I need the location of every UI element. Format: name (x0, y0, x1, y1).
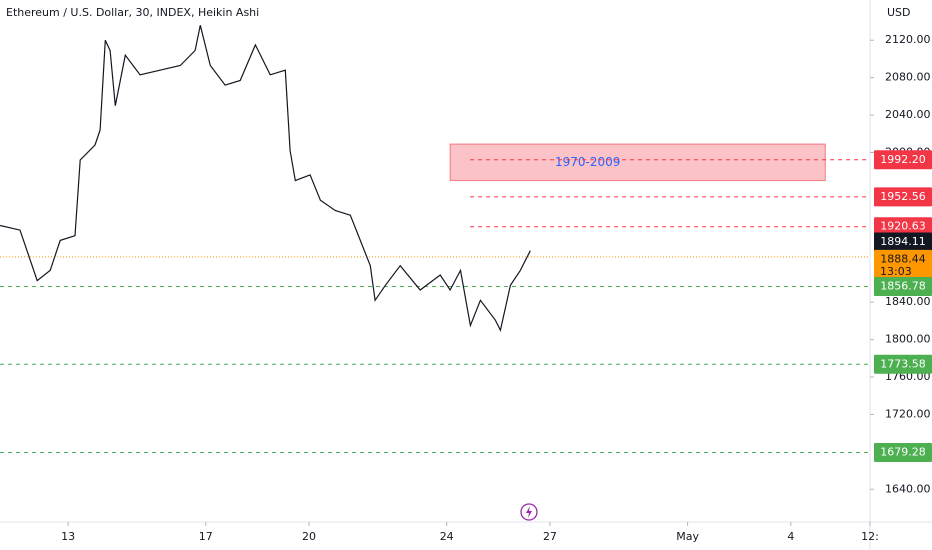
price-tag (874, 187, 932, 207)
price-tag-label: 1952.56 (880, 190, 926, 203)
price-tag (874, 232, 932, 252)
price-tag (874, 354, 932, 374)
x-tick-label: 24 (440, 530, 454, 543)
price-tag-label: 1920.63 (880, 220, 926, 233)
price-tag-label: 1856.78 (880, 279, 926, 292)
y-tick-label: 1800.00 (885, 333, 931, 346)
y-tick-label: 2080.00 (885, 71, 931, 84)
price-line (0, 25, 531, 332)
price-tag-label: 1679.28 (880, 446, 926, 459)
x-tick-label: 17 (199, 530, 213, 543)
price-tag-label: 1888.44 (880, 252, 926, 265)
price-tag (874, 276, 932, 296)
y-tick-label: 1720.00 (885, 407, 931, 420)
chart-title: Ethereum / U.S. Dollar, 30, INDEX, Heiki… (6, 6, 259, 19)
x-tick-label: 27 (543, 530, 557, 543)
y-tick-label: 2040.00 (885, 108, 931, 121)
price-tag (874, 217, 932, 237)
price-tag-label: 1773.58 (880, 357, 926, 370)
y-tick-label: 1840.00 (885, 295, 931, 308)
price-tag (874, 150, 932, 170)
y-tick-label: 1640.00 (885, 482, 931, 495)
x-tick-label: 4 (787, 530, 794, 543)
replay-icon[interactable] (520, 503, 538, 521)
x-tick-label: May (676, 530, 699, 543)
price-tag (874, 249, 932, 280)
x-tick-label: 13 (61, 530, 75, 543)
price-tag-label: 1894.11 (880, 235, 926, 248)
price-tag (874, 443, 932, 463)
countdown: 13:03 (880, 265, 912, 278)
zone-label: 1970-2009 (555, 155, 620, 169)
x-tick-label: 20 (302, 530, 316, 543)
y-tick-label: 2120.00 (885, 33, 931, 46)
target-zone (449, 143, 826, 182)
x-tick-label: 12: (861, 530, 879, 543)
price-tag-label: 1992.20 (880, 153, 926, 166)
currency-label: USD (887, 6, 911, 19)
